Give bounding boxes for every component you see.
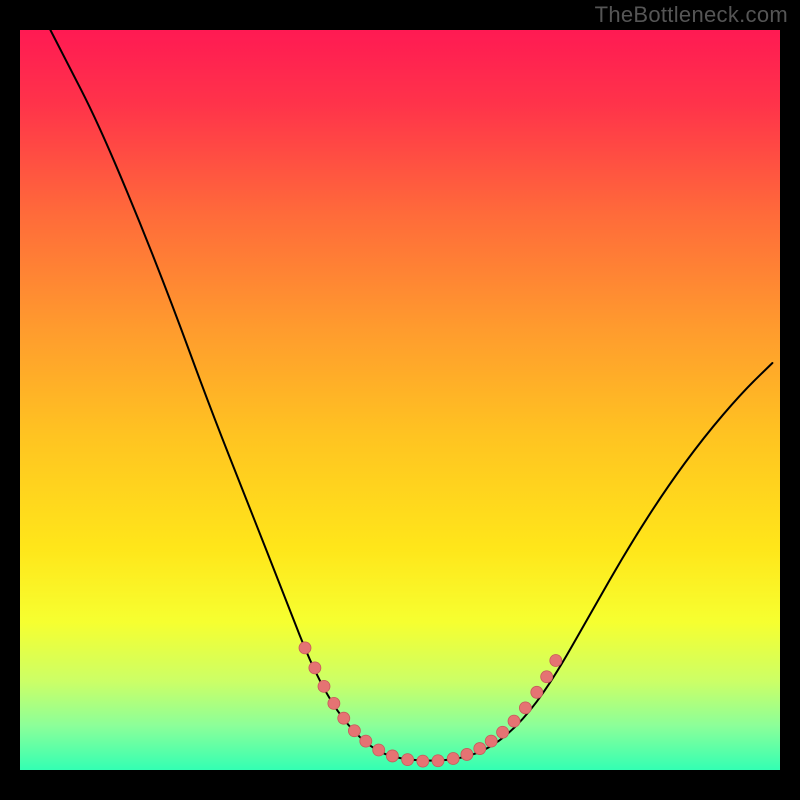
curve-marker bbox=[432, 755, 444, 767]
curve-marker bbox=[541, 671, 553, 683]
bottleneck-curve-chart bbox=[0, 0, 800, 800]
curve-marker bbox=[386, 750, 398, 762]
curve-marker bbox=[360, 735, 372, 747]
curve-marker bbox=[402, 754, 414, 766]
curve-marker bbox=[309, 662, 321, 674]
curve-marker bbox=[447, 753, 459, 765]
curve-marker bbox=[508, 715, 520, 727]
curve-marker bbox=[461, 748, 473, 760]
curve-marker bbox=[497, 726, 509, 738]
curve-marker bbox=[318, 680, 330, 692]
curve-marker bbox=[328, 697, 340, 709]
curve-marker bbox=[519, 702, 531, 714]
curve-marker bbox=[474, 743, 486, 755]
curve-marker bbox=[348, 725, 360, 737]
chart-container: TheBottleneck.com bbox=[0, 0, 800, 800]
curve-marker bbox=[531, 686, 543, 698]
curve-marker bbox=[373, 744, 385, 756]
curve-marker bbox=[299, 642, 311, 654]
plot-background bbox=[20, 30, 780, 770]
curve-marker bbox=[417, 755, 429, 767]
curve-marker bbox=[550, 654, 562, 666]
curve-marker bbox=[338, 712, 350, 724]
watermark-label: TheBottleneck.com bbox=[595, 2, 788, 28]
curve-marker bbox=[485, 735, 497, 747]
